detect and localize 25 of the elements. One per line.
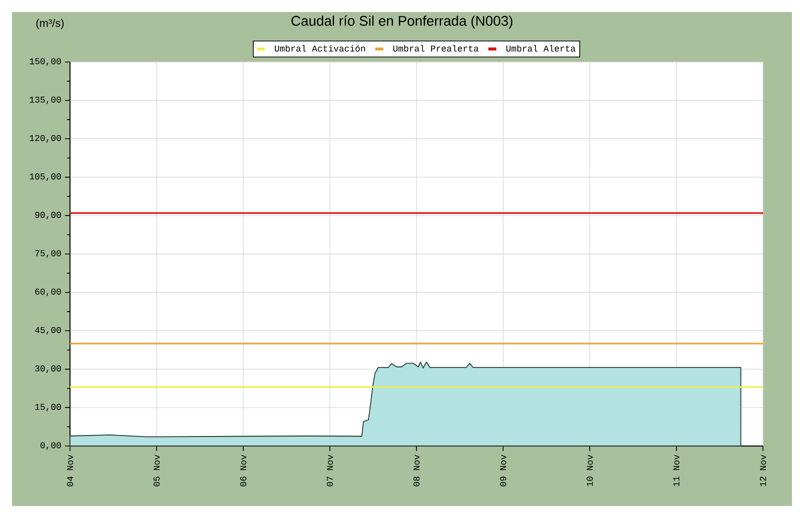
legend-label: Umbral Activación: [274, 44, 365, 52]
y-tick-label: 0,00: [40, 442, 61, 450]
legend-label: Umbral Alerta: [506, 44, 576, 52]
y-tick-label: 120,00: [30, 134, 61, 143]
y-tick-label: 15,00: [35, 404, 61, 412]
y-tick-label: 75,00: [35, 250, 61, 258]
x-tick-label: 10 Nov: [586, 454, 593, 486]
x-tick-label: 12 Nov: [760, 454, 766, 486]
y-tick-label: 30,00: [35, 365, 61, 373]
y-tick-label: 150,00: [30, 58, 61, 66]
x-tick-label: 06 Nov: [240, 454, 246, 486]
y-tick-label: 90,00: [35, 212, 61, 220]
x-tick-label: 11 Nov: [673, 454, 680, 486]
x-tick-label: 08 Nov: [413, 454, 420, 486]
y-tick-label: 60,00: [35, 288, 61, 296]
y-axis-title: (m³/s): [36, 18, 64, 30]
legend-label: Umbral Prealerta: [393, 44, 478, 52]
x-tick-label: 05 Nov: [154, 454, 160, 486]
y-tick-label: 45,00: [35, 326, 61, 335]
x-tick-label: 04 Nov: [66, 454, 74, 486]
x-tick-label: 09 Nov: [500, 454, 506, 486]
y-tick-label: 105,00: [30, 173, 61, 181]
x-tick-label: 07 Nov: [326, 454, 333, 486]
chart-title: Caudal río Sil en Ponferrada (N003): [291, 15, 512, 29]
y-tick-label: 135,00: [30, 96, 61, 104]
